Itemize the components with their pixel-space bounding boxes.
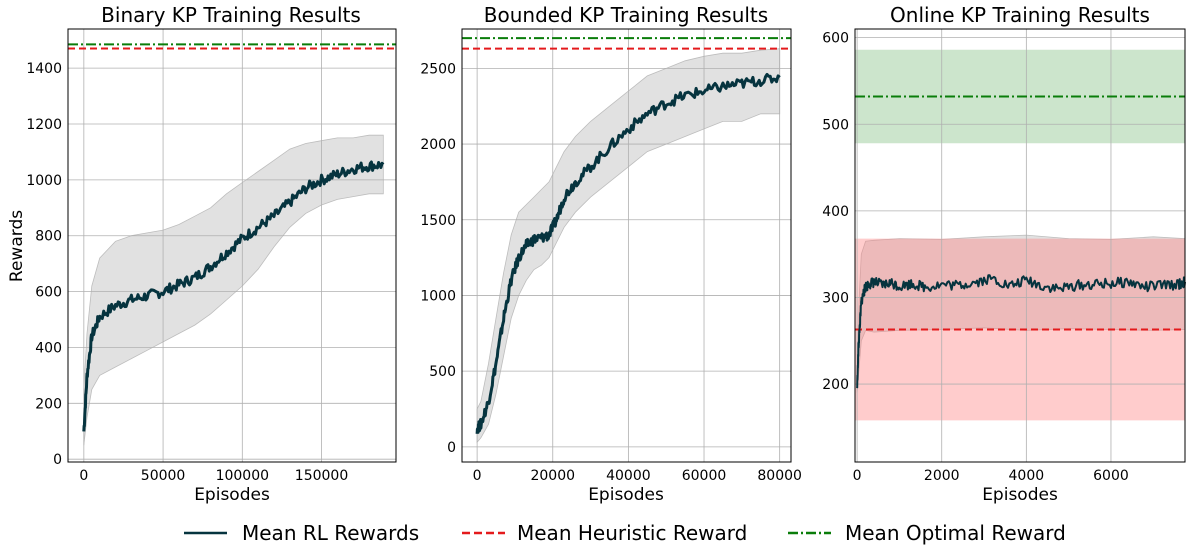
plot-frame [67,28,397,463]
line-layer [462,37,791,434]
y-tick-label: 600 [35,285,62,301]
x-tick-label: 4000 [1009,468,1045,484]
y-tick-label: 0 [53,452,62,468]
panel-title: Binary KP Training Results [101,3,361,27]
y-axis-label: Rewards [7,210,27,282]
mean-rl-rewards-line [856,274,1186,389]
y-tick-label: 200 [822,377,849,393]
y-tick-label: 400 [822,204,849,220]
line-layer [68,43,396,432]
y-tick-labels: 0 500 1000 1500 2000 2500 [420,61,456,455]
line-layer [855,95,1186,389]
y-tick-labels: 0 200 400 600 800 1000 1200 1400 [26,61,62,468]
y-tick-label: 500 [822,117,849,133]
panel-title: Bounded KP Training Results [484,3,768,27]
y-tick-label: 1500 [420,213,456,229]
y-tick-label: 1000 [26,173,62,189]
x-tick-label: 20000 [530,468,575,484]
y-tick-label: 600 [822,31,849,47]
plot-frame [461,28,792,463]
panel-bounded-kp: Bounded KP Training Results 0 20000 40000 6… [420,3,802,505]
x-tick-labels: 0 50000 100000 150000 [79,468,348,484]
x-tick-labels: 0 2000 4000 6000 [853,468,1129,484]
x-axis-label: Episodes [588,485,664,505]
plot-frame [854,28,1186,463]
x-tick-label: 0 [473,468,482,484]
x-tick-label: 0 [79,468,88,484]
y-tick-labels: 200 300 400 500 600 [822,31,849,393]
x-tick-label: 0 [853,468,862,484]
x-tick-label: 100000 [216,468,269,484]
x-tick-label: 6000 [1093,468,1129,484]
mean-rl-rewards-line [82,160,385,432]
y-tick-label: 1000 [420,288,456,304]
y-tick-label: 2000 [420,137,456,153]
legend-label-rl: Mean RL Rewards [242,521,419,545]
x-tick-label: 2000 [924,468,960,484]
x-tick-label: 60000 [682,468,727,484]
legend: Mean RL Rewards Mean Heuristic Reward Me… [184,521,1066,545]
y-tick-label: 300 [822,290,849,306]
grid-layer [68,29,396,462]
y-tick-label: 400 [35,340,62,356]
y-tick-label: 800 [35,229,62,245]
x-tick-label: 150000 [295,468,348,484]
panel-binary-kp: Binary KP Training Results 0 50000 100000 1… [7,3,397,505]
y-tick-label: 2500 [420,61,456,77]
y-tick-label: 1200 [26,117,62,133]
mean-rl-rewards-line [475,72,781,434]
x-tick-label: 40000 [606,468,651,484]
x-tick-labels: 0 20000 40000 60000 80000 [473,468,802,484]
grid-layer [462,29,791,462]
panel-title: Online KP Training Results [890,3,1150,27]
x-axis-label: Episodes [982,485,1058,505]
y-tick-label: 0 [447,440,456,456]
grid-layer [855,29,1185,462]
x-tick-label: 50000 [141,468,186,484]
legend-label-optimal: Mean Optimal Reward [845,521,1066,545]
legend-label-heuristic: Mean Heuristic Reward [517,521,747,545]
y-tick-label: 200 [35,396,62,412]
x-tick-label: 80000 [757,468,802,484]
panel-online-kp: Online KP Training Results 0 2000 4000 6000… [822,3,1186,505]
y-tick-label: 500 [429,364,456,380]
x-axis-label: Episodes [194,485,270,505]
y-tick-label: 1400 [26,61,62,77]
